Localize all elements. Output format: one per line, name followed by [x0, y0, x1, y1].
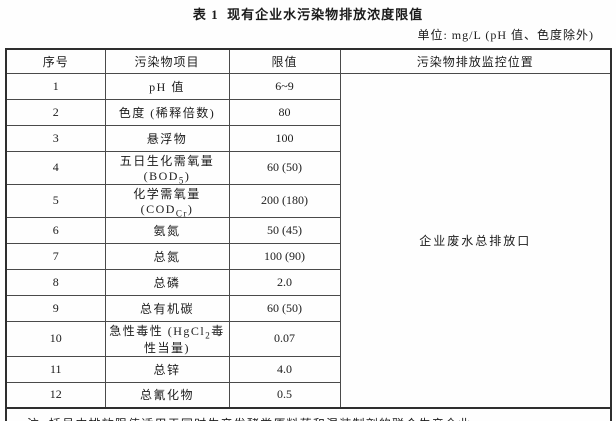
pollutant-cell: 急性毒性 (HgCl2毒性当量) [104, 320, 230, 357]
pollutant-cell: 总磷 [104, 268, 230, 296]
seq-cell: 9 [5, 294, 106, 322]
pollutant-text-end: ) [184, 168, 191, 183]
pollutant-text-end: 毒性当量) [144, 323, 225, 355]
seq-cell: 2 [5, 98, 106, 126]
pollutant-text: 总锌 [153, 362, 181, 377]
seq-cell: 5 [5, 183, 106, 218]
pollutant-text: 总氰化物 [139, 388, 194, 403]
table-row: 2 色度 (稀释倍数) 80 [5, 98, 611, 126]
seq-cell: 12 [5, 381, 106, 409]
table-row: 5 化学需氧量 (CODCr) 200 (180) [5, 183, 611, 218]
limit-cell: 80 [228, 98, 341, 126]
header-row: 序号 污染物项目 限值 污染物排放监控位置 [5, 48, 612, 74]
pollutant-subscript: Cr [175, 207, 188, 217]
table-row: 7 总氮 100 (90) [5, 242, 611, 270]
limit-cell: 200 (180) [228, 183, 341, 218]
limit-cell: 100 (90) [228, 242, 341, 270]
limit-cell: 4.0 [228, 355, 341, 383]
pollutant-cell: 氨氮 [104, 216, 230, 244]
pollutant-cell: pH 值 [104, 72, 230, 100]
pollutant-text: pH 值 [149, 79, 185, 94]
pollutant-text: 五日生化需氧量 (BOD [119, 153, 215, 183]
pollutant-text: 色度 (稀释倍数) [118, 105, 216, 120]
pollutant-text: 化学需氧量 (COD [133, 186, 201, 216]
seq-cell: 6 [5, 216, 106, 244]
table-row: 9 总有机碳 60 (50) [5, 294, 611, 322]
pollutant-text: 氨氮 [153, 223, 181, 238]
limit-cell: 60 (50) [228, 294, 341, 322]
pollutant-cell: 悬浮物 [104, 124, 230, 152]
monitor-location-cell: 企业废水总排放口 [339, 72, 612, 409]
pollutant-cell: 五日生化需氧量 (BOD5) [104, 150, 230, 185]
header-monitor-location: 污染物排放监控位置 [339, 48, 612, 74]
seq-cell: 1 [5, 72, 106, 100]
limit-cell: 0.5 [228, 381, 341, 409]
pollutant-text: 总氮 [153, 249, 181, 264]
table-row: 12 总氰化物 0.5 [5, 381, 611, 409]
seq-cell: 10 [5, 320, 106, 357]
seq-cell: 8 [5, 268, 106, 296]
pollutant-cell: 总氮 [104, 242, 230, 270]
pollutant-cell: 色度 (稀释倍数) [104, 98, 230, 126]
header-pollutant: 污染物项目 [104, 48, 230, 74]
unit-label: 单位: mg/L (pH 值、色度除外) [417, 28, 594, 42]
seq-cell: 4 [5, 150, 106, 185]
limit-cell: 6~9 [228, 72, 341, 100]
pollutant-text: 总有机碳 [139, 301, 194, 316]
pollutant-cell: 化学需氧量 (CODCr) [104, 183, 230, 218]
note-row: 注: 括号内排放限值适用于同时生产发酵类原料药和混装制剂的联合生产企业。 [5, 407, 612, 421]
pollutant-cell: 总氰化物 [104, 381, 230, 409]
pollutant-text: 急性毒性 (HgCl [109, 323, 206, 338]
table-row: 8 总磷 2.0 [5, 268, 611, 296]
pollutant-cell: 总锌 [104, 355, 230, 383]
limit-cell: 60 (50) [228, 150, 341, 185]
header-seq: 序号 [5, 48, 106, 74]
header-limit: 限值 [228, 48, 341, 74]
limit-cell: 2.0 [228, 268, 341, 296]
pollutant-text: 总磷 [153, 275, 181, 290]
table-row: 10 急性毒性 (HgCl2毒性当量) 0.07 [5, 320, 611, 357]
pollutant-text-end: ) [187, 201, 194, 216]
pollutant-subscript: 5 [178, 174, 185, 184]
limit-cell: 50 (45) [228, 216, 341, 244]
table-title: 表 1 现有企业水污染物排放浓度限值 [192, 7, 424, 22]
table-row: 11 总锌 4.0 [5, 355, 611, 383]
limit-cell: 100 [228, 124, 341, 152]
table-note: 注: 括号内排放限值适用于同时生产发酵类原料药和混装制剂的联合生产企业。 [5, 407, 612, 421]
pollutant-subscript: 2 [205, 329, 212, 340]
limit-cell: 0.07 [228, 320, 341, 357]
pollutant-limits-table: 序号 污染物项目 限值 污染物排放监控位置 1 pH 值 6~9 企业废水总排放… [5, 48, 612, 421]
pollutant-text: 悬浮物 [146, 131, 188, 146]
seq-cell: 7 [5, 242, 106, 270]
seq-cell: 3 [5, 124, 106, 152]
pollutant-cell: 总有机碳 [104, 294, 230, 322]
table-row: 1 pH 值 6~9 企业废水总排放口 [5, 72, 612, 409]
seq-cell: 11 [5, 355, 106, 383]
